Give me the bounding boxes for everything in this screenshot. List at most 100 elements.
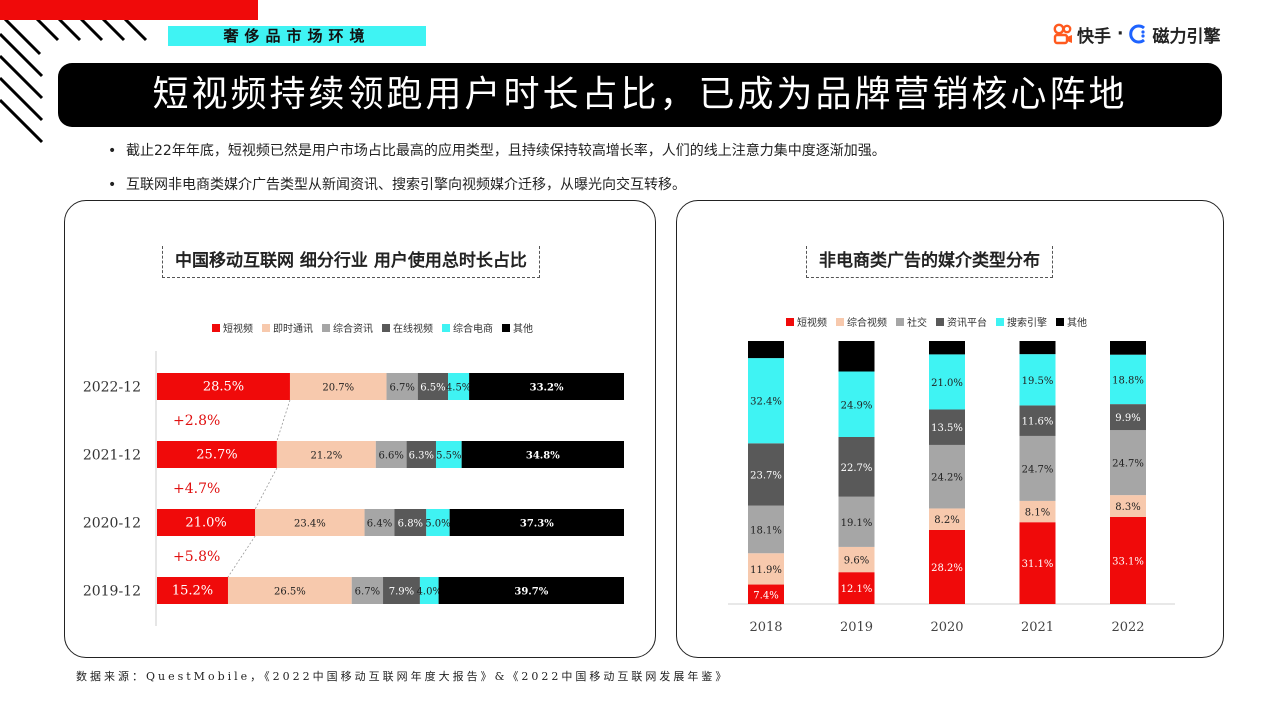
legend-label: 综合资讯: [333, 324, 373, 335]
right-data-label: 23.7%: [750, 470, 782, 481]
legend-label: 综合电商: [453, 324, 493, 335]
left-trend-connector: [276, 399, 291, 442]
right-chart: 7.4% 11.9% 18.1% 23.7% 32.4% 2018 12.1% 9.6% 19.…: [728, 341, 1175, 635]
legend-label: 资讯平台: [947, 318, 987, 329]
right-bar-segment: [1019, 405, 1056, 436]
left-legend-item: 在线视频: [382, 320, 433, 335]
left-data-label: 5.5%: [436, 451, 461, 462]
left-trend-connector: [254, 467, 278, 510]
right-chart-title: 非电商类广告的媒介类型分布: [806, 246, 1053, 278]
right-bar-segment: [838, 546, 875, 573]
left-data-label: 34.8%: [526, 451, 560, 462]
right-data-label: 31.1%: [1022, 559, 1054, 570]
left-bar-segment: [394, 509, 427, 536]
right-bar-segment: [1110, 495, 1146, 517]
right-legend-item: 综合视频: [836, 314, 887, 329]
top-red-bar: [0, 0, 258, 20]
legend-swatch: [996, 317, 1004, 326]
left-growth-annotation: +2.8%: [173, 413, 220, 429]
legend-label: 在线视频: [393, 324, 433, 335]
right-legend-item: 社交: [896, 314, 927, 329]
right-bar-segment: [838, 371, 875, 437]
right-data-label: 19.5%: [1022, 376, 1054, 387]
left-bar-segment: [375, 441, 407, 468]
left-data-label: 6.7%: [355, 587, 380, 598]
right-data-label: 8.3%: [1115, 502, 1140, 513]
right-bar-segment: [838, 572, 875, 604]
right-bar-segment: [748, 443, 784, 506]
left-data-label: 7.9%: [389, 587, 414, 598]
right-data-label: 11.9%: [750, 565, 782, 576]
source-note: 数据来源：QuestMobile，《2022中国移动互联网年度大报告》&《202…: [76, 670, 730, 683]
right-data-label: 11.6%: [1022, 417, 1054, 428]
left-legend-item: 短视频: [212, 320, 253, 335]
left-category-label: 2021-12: [83, 448, 141, 464]
left-data-label: 15.2%: [172, 584, 213, 599]
right-bar-segment: [1019, 354, 1056, 406]
right-bar-segment: [1019, 341, 1056, 355]
right-category-label: 2022: [1111, 620, 1144, 635]
kuaishou-logo-icon: [1053, 23, 1072, 45]
right-bar-segment: [1110, 354, 1146, 405]
left-data-label: 6.6%: [378, 451, 403, 462]
left-chart-legend: 短视频 即时通讯 综合资讯 在线视频 综合电商 其他: [212, 320, 542, 335]
left-data-label: 4.5%: [446, 383, 471, 394]
left-bar-segment: [157, 509, 256, 536]
left-bar-segment: [435, 441, 462, 468]
bullet-item: 截止22年年底，短视频已然是用户市场占比最高的应用类型，且持续保持较高增长率，人…: [108, 140, 886, 174]
right-category-label: 2019: [840, 620, 873, 635]
bullet-item: 互联网非电商类媒介广告类型从新闻资讯、搜索引擎向视频媒介迁移，从曝光向交互转移。: [108, 174, 886, 208]
right-bar-segment: [748, 505, 784, 554]
left-legend-item: 综合电商: [442, 320, 493, 335]
left-legend-item: 其他: [502, 320, 533, 335]
right-bar-segment: [929, 444, 965, 509]
brand-primary: 快手: [1077, 26, 1111, 47]
legend-swatch: [502, 323, 510, 332]
left-bar-segment: [461, 441, 624, 468]
right-data-label: 9.9%: [1115, 413, 1140, 424]
right-bar-segment: [929, 508, 965, 530]
legend-label: 短视频: [223, 324, 253, 335]
right-data-label: 7.4%: [753, 590, 778, 601]
left-category-label: 2019-12: [83, 584, 141, 600]
brand-secondary: 磁力引擎: [1152, 26, 1221, 47]
left-data-label: 23.4%: [294, 519, 326, 530]
page-title: 短视频持续领跑用户时长占比，已成为品牌营销核心阵地: [58, 63, 1222, 127]
left-data-label: 37.3%: [520, 519, 554, 530]
legend-label: 短视频: [797, 318, 827, 329]
legend-swatch: [896, 317, 904, 326]
right-bar-segment: [1019, 435, 1056, 501]
right-bar-segment: [838, 341, 875, 372]
left-bar-segment: [364, 509, 395, 536]
right-data-label: 32.4%: [750, 397, 782, 408]
left-data-label: 5.0%: [425, 519, 450, 530]
legend-swatch: [322, 323, 330, 332]
left-data-label: 39.7%: [514, 587, 548, 598]
right-category-label: 2020: [930, 620, 963, 635]
legend-label: 其他: [513, 324, 533, 335]
right-bar-segment: [929, 354, 965, 410]
right-bar-segment: [1110, 430, 1146, 496]
right-bar-segment: [838, 436, 875, 497]
left-bar-segment: [419, 577, 439, 604]
left-bar-segment: [157, 441, 277, 468]
left-bar-segment: [227, 577, 352, 604]
right-data-label: 13.5%: [931, 423, 963, 434]
legend-swatch: [382, 323, 390, 332]
left-bar-segment: [448, 373, 470, 400]
right-data-label: 19.1%: [841, 518, 873, 529]
left-bar-segment: [255, 509, 365, 536]
left-bar-segment: [426, 509, 450, 536]
left-bar-segment: [449, 509, 624, 536]
legend-swatch: [786, 317, 794, 326]
left-category-label: 2022-12: [83, 380, 141, 396]
left-growth-annotation: +4.7%: [173, 481, 220, 497]
right-chart-legend: 短视频 综合视频 社交 资讯平台 搜索引擎 其他: [786, 314, 1096, 329]
legend-swatch: [936, 317, 944, 326]
right-data-label: 18.8%: [1112, 375, 1144, 386]
legend-swatch: [836, 317, 844, 326]
left-data-label: 25.7%: [196, 448, 237, 463]
right-category-label: 2018: [749, 620, 782, 635]
bullet-list: 截止22年年底，短视频已然是用户市场占比最高的应用类型，且持续保持较高增长率，人…: [108, 140, 886, 208]
legend-swatch: [442, 323, 450, 332]
